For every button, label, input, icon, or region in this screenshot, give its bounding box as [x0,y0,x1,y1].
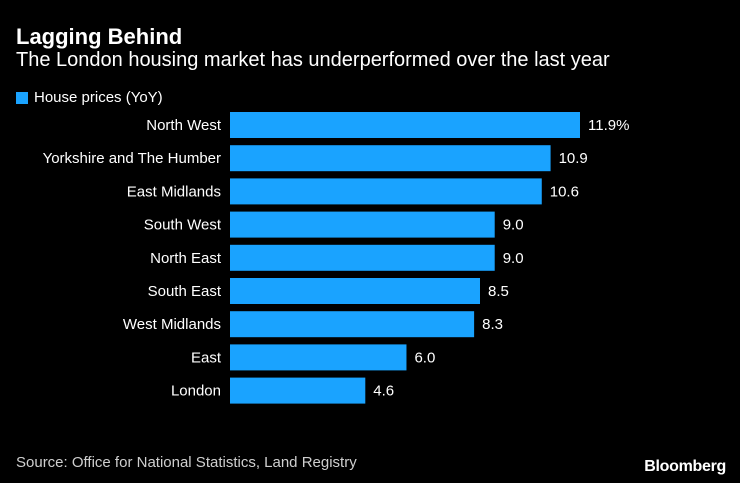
category-label: North West [146,117,222,134]
legend-swatch [16,91,28,104]
category-label: East Midlands [127,183,221,200]
legend-label: House prices (YoY) [34,89,163,106]
bar [230,377,366,404]
value-label: 10.6 [550,183,579,200]
value-label: 10.9 [559,150,588,167]
value-label: 8.5 [488,283,509,300]
bar [230,311,475,338]
bar [230,178,542,205]
category-label: London [171,383,221,400]
bar [230,211,495,238]
chart-title: Lagging Behind [16,24,183,49]
category-label: South East [148,283,222,300]
legend: House prices (YoY) [16,89,163,106]
category-label: West Midlands [123,316,221,333]
bar [230,112,580,138]
bar [230,244,495,271]
value-label: 11.9% [588,117,629,134]
source-note: Source: Office for National Statistics, … [16,454,357,471]
value-label: 4.6 [373,383,394,400]
bar [230,278,480,304]
category-label: North East [150,250,222,267]
value-label: 8.3 [482,316,503,333]
category-label: South West [144,217,222,234]
category-label: East [191,349,222,366]
bar [230,145,551,172]
bloomberg-logo: Bloomberg [644,458,726,475]
chart-subtitle: The London housing market has underperfo… [16,49,610,71]
value-label: 9.0 [503,217,524,234]
bar [230,344,407,371]
value-label: 6.0 [414,349,435,366]
category-label: Yorkshire and The Humber [43,150,221,167]
value-label: 9.0 [503,250,524,267]
